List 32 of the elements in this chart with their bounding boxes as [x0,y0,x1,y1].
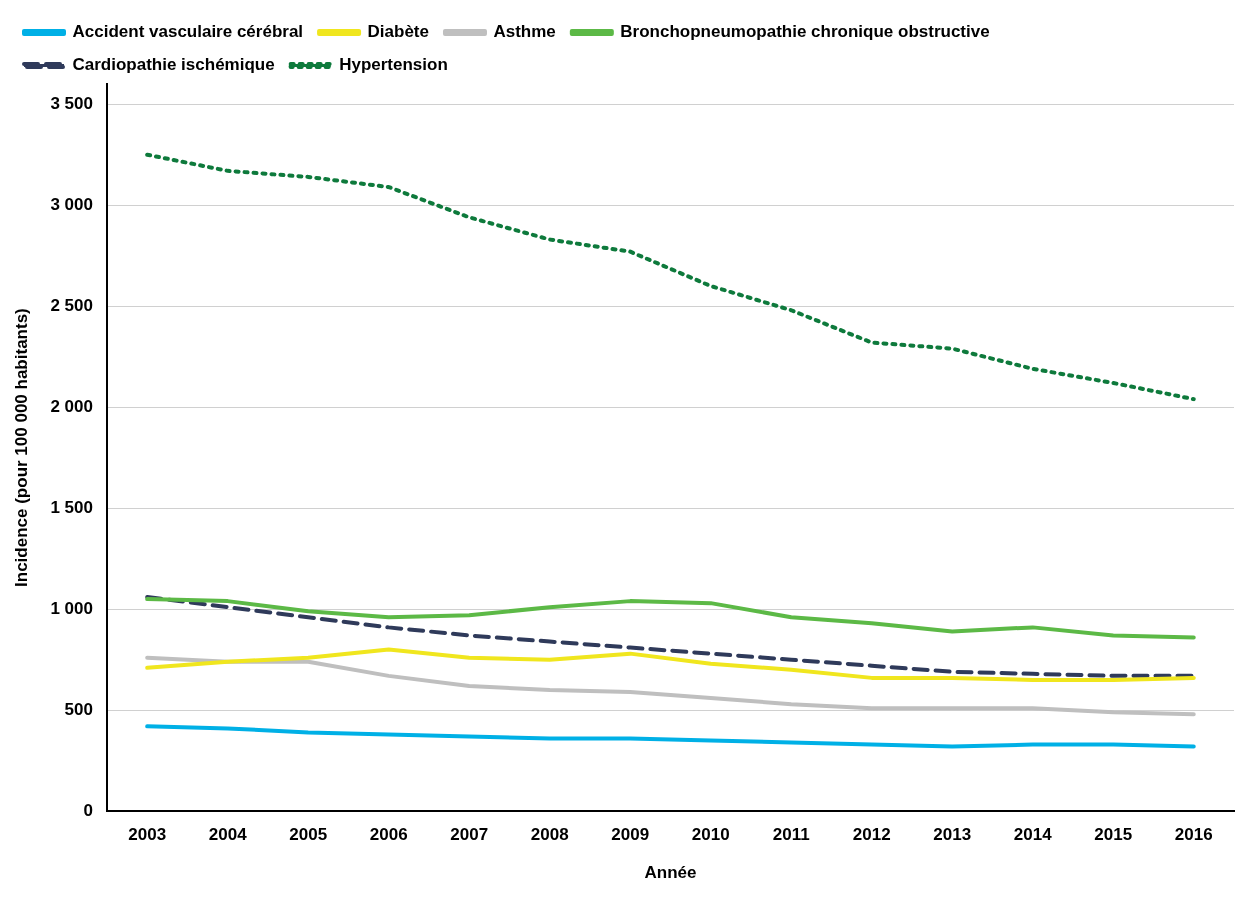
x-tick-label: 2003 [128,825,167,845]
x-tick-label: 2011 [772,825,810,845]
x-axis-title: Année [644,863,697,883]
y-axis-title: Incidence (pour 100 000 habitants) [11,308,31,587]
x-tick-label: 2014 [1013,825,1053,845]
x-tick-label: 2013 [933,825,972,845]
x-tick-label: 2005 [289,825,328,845]
x-tick-label: 2007 [450,825,489,845]
y-tick-label: 2 500 [50,295,93,315]
x-tick-label: 2012 [852,825,891,845]
legend-label: Diabète [367,22,429,42]
x-tick-label: 2009 [611,825,650,845]
legend-label: Asthme [493,22,556,42]
y-tick-label: 500 [64,699,93,719]
x-tick-label: 2006 [369,825,408,845]
y-tick-label: 3 500 [50,93,93,113]
legend-label: Bronchopneumopathie chronique obstructive [620,22,990,42]
x-tick-label: 2015 [1094,825,1133,845]
legend-label: Accident vasculaire cérébral [72,22,304,42]
legend-label: Hypertension [339,55,448,75]
y-tick-label: 0 [83,800,93,820]
legend-label: Cardiopathie ischémique [72,55,275,75]
x-tick-label: 2004 [208,825,248,845]
x-tick-label: 2010 [691,825,730,845]
y-tick-label: 1 000 [50,598,93,618]
y-tick-label: 1 500 [50,497,93,517]
y-tick-label: 3 000 [50,194,93,214]
line-series [145,152,1196,402]
y-tick-label: 2 000 [50,396,93,416]
line-series [145,595,1196,678]
x-tick-label: 2008 [530,825,569,845]
x-tick-label: 2016 [1174,825,1213,845]
